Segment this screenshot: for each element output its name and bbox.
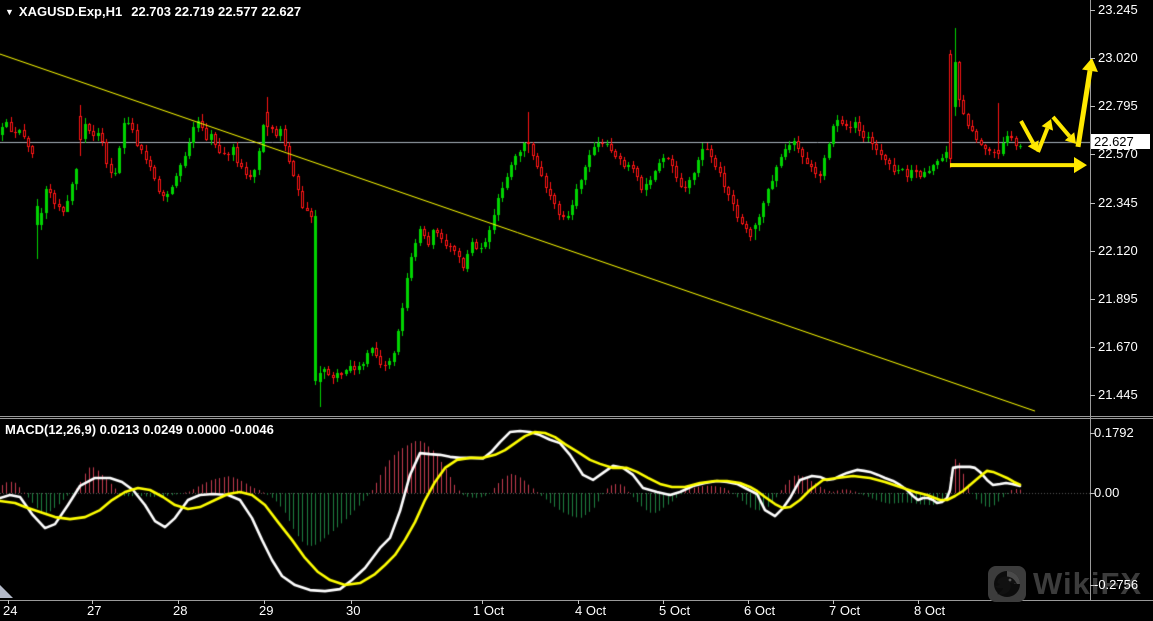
- time-axis-label: 29 Sep 07:00: [259, 603, 282, 621]
- time-axis-separator: [0, 600, 1153, 601]
- macd-axis-tick: [1090, 433, 1095, 434]
- time-axis-tick: [92, 600, 93, 604]
- price-axis-tick: [1090, 347, 1095, 348]
- wikifx-watermark-text: WikiFX: [1033, 566, 1143, 601]
- price-axis-tick: [1090, 203, 1095, 204]
- price-axis-label: 23.245: [1098, 2, 1138, 17]
- price-axis-tick: [1090, 251, 1095, 252]
- ohlc-quote-label: 22.703 22.719 22.577 22.627: [131, 4, 302, 19]
- price-axis-tick: [1090, 395, 1095, 396]
- time-axis-label: 5 Oct 11:00: [659, 603, 691, 621]
- panel-splitter[interactable]: [0, 416, 1153, 419]
- time-axis-tick: [833, 600, 834, 604]
- chart-title: ▼ XAGUSD.Exp,H1 22.703 22.719 22.577 22.62…: [5, 4, 301, 19]
- time-axis-tick: [482, 600, 483, 604]
- macd-axis-label: -0.2756: [1094, 577, 1139, 592]
- time-axis-label: 6 Oct 12:00: [744, 603, 777, 621]
- price-axis-label: 22.570: [1098, 146, 1138, 161]
- macd-axis-label: 0.1792: [1094, 425, 1134, 440]
- time-axis-tick: [351, 600, 352, 604]
- time-axis-tick: [178, 600, 179, 604]
- price-axis-label: 22.120: [1098, 243, 1138, 258]
- time-axis-label: 7 Oct 13:00: [829, 603, 862, 621]
- price-axis-tick: [1090, 154, 1095, 155]
- time-axis-tick: [918, 600, 919, 604]
- current-price-box: 22.627: [1091, 134, 1150, 149]
- price-axis-tick: [1090, 299, 1095, 300]
- time-axis-tick: [748, 600, 749, 604]
- time-axis-label: 1 Oct 09:00: [473, 603, 506, 621]
- price-axis-label: 22.345: [1098, 195, 1138, 210]
- macd-axis-label: 0.00: [1094, 485, 1120, 500]
- time-axis-tick: [264, 600, 265, 604]
- price-axis-label: 21.445: [1098, 387, 1138, 402]
- macd-indicator-canvas[interactable]: [0, 419, 1090, 600]
- price-chart-canvas[interactable]: [0, 0, 1090, 417]
- time-axis-label: 28 Sep 06:00: [173, 603, 196, 621]
- indicator-corner-triangle-icon: [0, 585, 13, 598]
- macd-axis-tick: [1090, 585, 1095, 586]
- wikifx-eagle-icon: [988, 566, 1026, 602]
- price-axis-tick: [1090, 106, 1095, 107]
- time-axis-label: 4 Oct 10:00: [575, 603, 608, 621]
- symbol-period-label: XAGUSD.Exp,H1: [18, 4, 123, 19]
- wikifx-watermark: WikiFX: [988, 566, 1142, 602]
- macd-indicator-label: MACD(12,26,9) 0.0213 0.0249 0.0000 -0.00…: [5, 422, 274, 437]
- price-axis-tick: [1090, 58, 1095, 59]
- price-axis-label: 21.670: [1098, 339, 1138, 354]
- price-axis-tick: [1090, 10, 1095, 11]
- price-axis-label: 23.020: [1098, 50, 1138, 65]
- time-axis-tick: [578, 600, 579, 604]
- time-axis-tick: [8, 600, 9, 604]
- price-axis-line: [1090, 0, 1091, 600]
- time-axis-label: 30 Sep 08:00: [346, 603, 369, 621]
- collapse-triangle-icon[interactable]: ▼: [5, 7, 14, 17]
- time-axis-label: 27 Sep 05:00: [87, 603, 110, 621]
- time-axis-tick: [663, 600, 664, 604]
- time-axis-label: 8 Oct 14:00: [914, 603, 947, 621]
- price-axis-label: 21.895: [1098, 291, 1138, 306]
- price-axis-label: 22.795: [1098, 98, 1138, 113]
- macd-axis-tick: [1090, 493, 1095, 494]
